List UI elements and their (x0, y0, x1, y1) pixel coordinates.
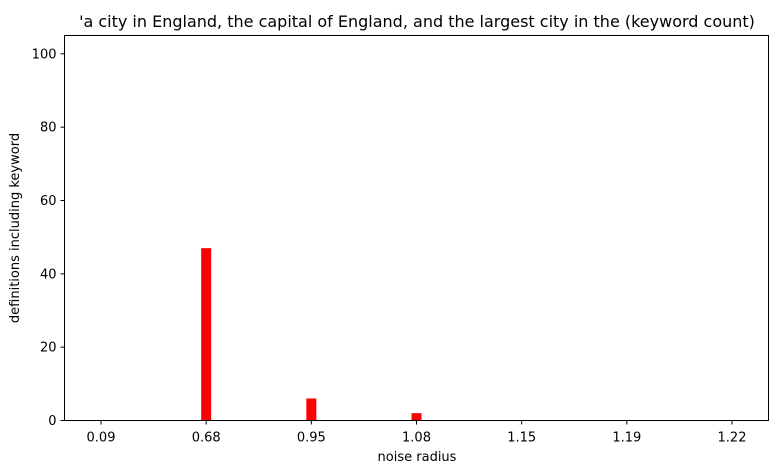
y-tick-label: 80 (40, 121, 57, 136)
x-tick-label: 0.95 (297, 431, 326, 446)
x-tick-label: 0.09 (87, 431, 116, 446)
plot-frame (64, 35, 769, 421)
x-axis-label: noise radius (378, 450, 457, 465)
y-tick-label: 60 (40, 194, 57, 209)
y-ticks: 0 20 40 60 80 100 (32, 47, 65, 429)
x-tick-label: 1.22 (718, 431, 747, 446)
y-tick-label: 40 (40, 267, 57, 282)
y-tick-label: 20 (40, 341, 57, 356)
bar (201, 248, 212, 421)
y-tick-label: 0 (48, 414, 56, 429)
x-ticks: 0.09 0.68 0.95 1.08 1.15 1.19 1.22 (87, 420, 747, 446)
x-tick-label: 1.19 (612, 431, 641, 446)
bar (411, 413, 422, 421)
x-tick-label: 1.15 (507, 431, 536, 446)
y-tick-label: 100 (32, 47, 57, 62)
chart-title: 'a city in England, the capital of Engla… (79, 12, 755, 31)
x-tick-label: 1.08 (402, 431, 431, 446)
bar (306, 398, 317, 421)
x-tick-label: 0.68 (192, 431, 221, 446)
y-axis-label: definitions including keyword (8, 133, 23, 323)
bars (201, 248, 422, 421)
